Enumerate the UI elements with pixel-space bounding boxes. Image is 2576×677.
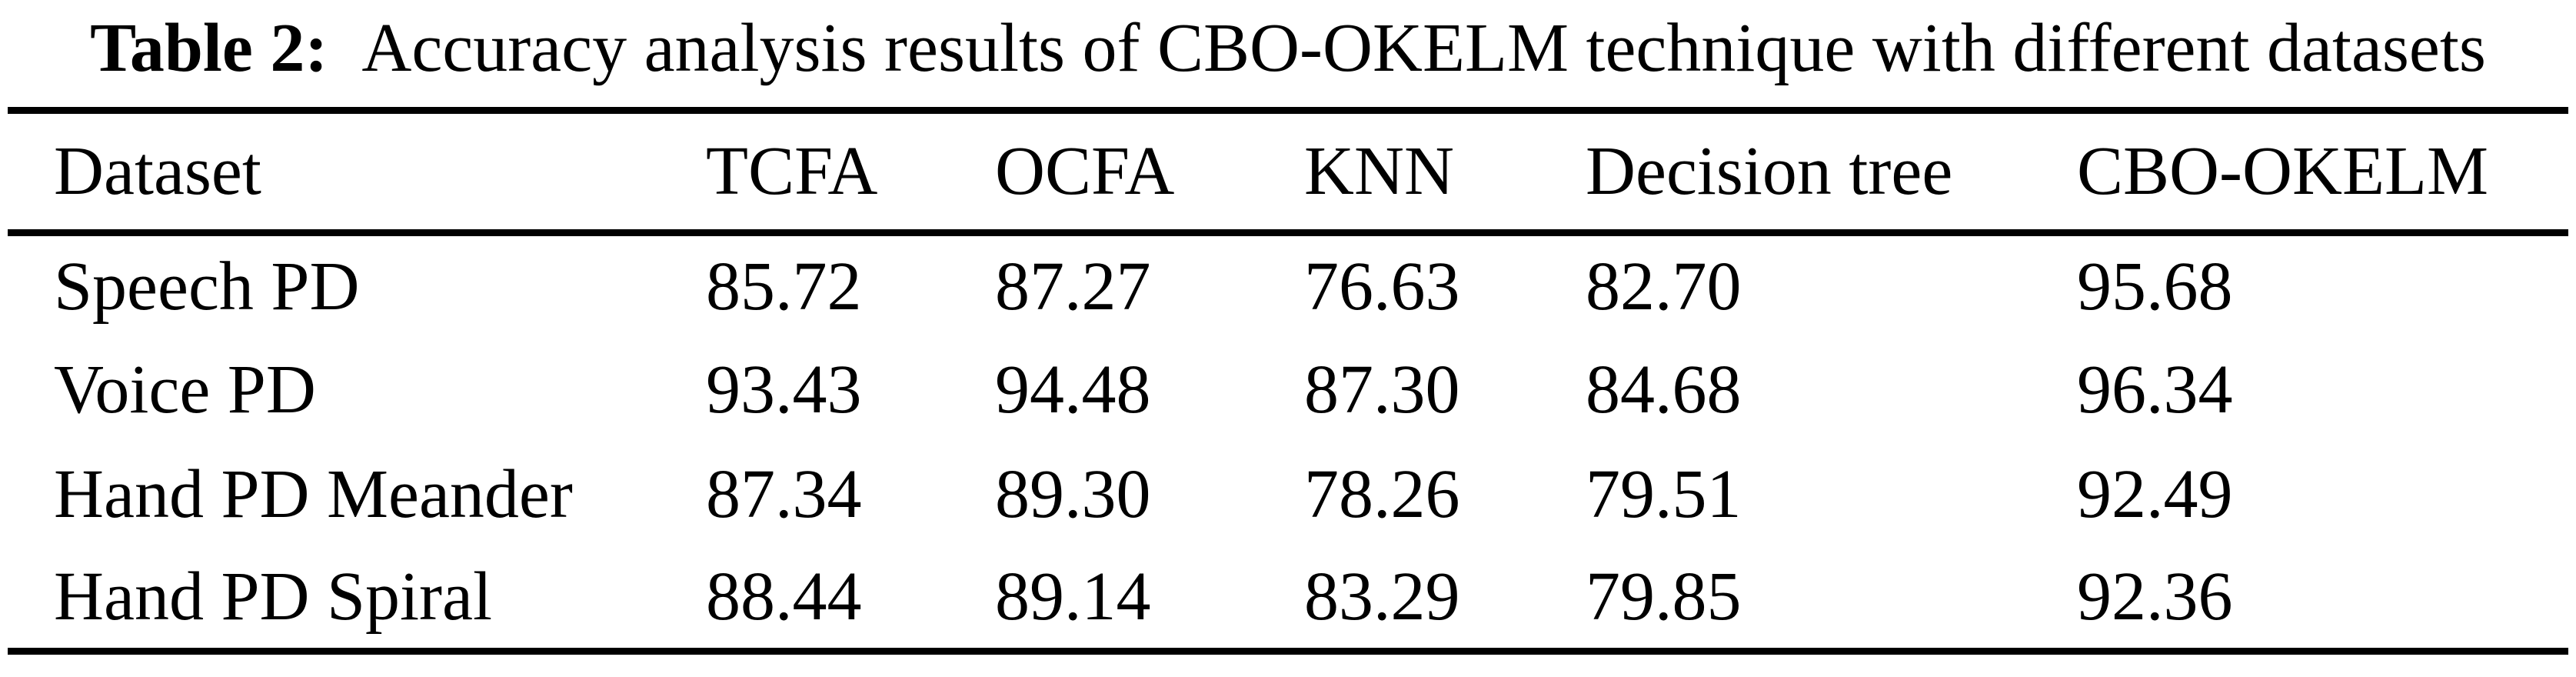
table-cell: 92.36 bbox=[2077, 559, 2233, 635]
table-row: Hand PD Meander 87.34 89.30 78.26 79.51 … bbox=[8, 442, 2568, 547]
table-row: Hand PD Spiral 88.44 89.14 83.29 79.85 9… bbox=[8, 547, 2568, 652]
table-cell: 85.72 bbox=[706, 248, 862, 325]
caption-text: Accuracy analysis results of CBO-OKELM t… bbox=[361, 10, 2486, 86]
column-header-ocfa: OCFA bbox=[995, 133, 1175, 209]
table-cell: 95.68 bbox=[2077, 248, 2233, 325]
table-cell: 76.63 bbox=[1304, 248, 1460, 325]
table-cell: 79.51 bbox=[1586, 455, 1742, 532]
table-row: Speech PD 85.72 87.27 76.63 82.70 95.68 bbox=[8, 233, 2568, 338]
table-cell: 83.29 bbox=[1304, 559, 1460, 635]
table-cell: 84.68 bbox=[1586, 351, 1742, 428]
table-cell: 94.48 bbox=[995, 351, 1151, 428]
column-header-tcfa: TCFA bbox=[706, 133, 878, 209]
table-cell: 79.85 bbox=[1586, 559, 1742, 635]
column-header-decision-tree: Decision tree bbox=[1586, 133, 1953, 209]
table-cell: 87.30 bbox=[1304, 351, 1460, 428]
row-header: Hand PD Spiral bbox=[54, 559, 492, 635]
column-header-knn: KNN bbox=[1304, 133, 1454, 209]
column-header-dataset: Dataset bbox=[54, 133, 261, 209]
caption-label: Table 2: bbox=[90, 10, 328, 86]
table-cell: 93.43 bbox=[706, 351, 862, 428]
table-cell: 87.34 bbox=[706, 455, 862, 532]
row-header: Voice PD bbox=[54, 351, 316, 428]
table-row: Voice PD 93.43 94.48 87.30 84.68 96.34 bbox=[8, 338, 2568, 442]
table-cell: 87.27 bbox=[995, 248, 1151, 325]
row-header: Hand PD Meander bbox=[54, 455, 573, 532]
table-caption: Table 2: Accuracy analysis results of CB… bbox=[0, 0, 2576, 97]
header-row: Dataset TCFA OCFA KNN Decision tree CBO-… bbox=[8, 111, 2568, 233]
table-cell: 82.70 bbox=[1586, 248, 1742, 325]
table-cell: 78.26 bbox=[1304, 455, 1460, 532]
row-header: Speech PD bbox=[54, 248, 360, 325]
table-cell: 89.30 bbox=[995, 455, 1151, 532]
table-cell: 92.49 bbox=[2077, 455, 2233, 532]
column-header-cbo-okelm: CBO-OKELM bbox=[2077, 133, 2488, 209]
table-cell: 88.44 bbox=[706, 559, 862, 635]
results-table: Dataset TCFA OCFA KNN Decision tree CBO-… bbox=[8, 107, 2568, 655]
table-cell: 96.34 bbox=[2077, 351, 2233, 428]
table-cell: 89.14 bbox=[995, 559, 1151, 635]
